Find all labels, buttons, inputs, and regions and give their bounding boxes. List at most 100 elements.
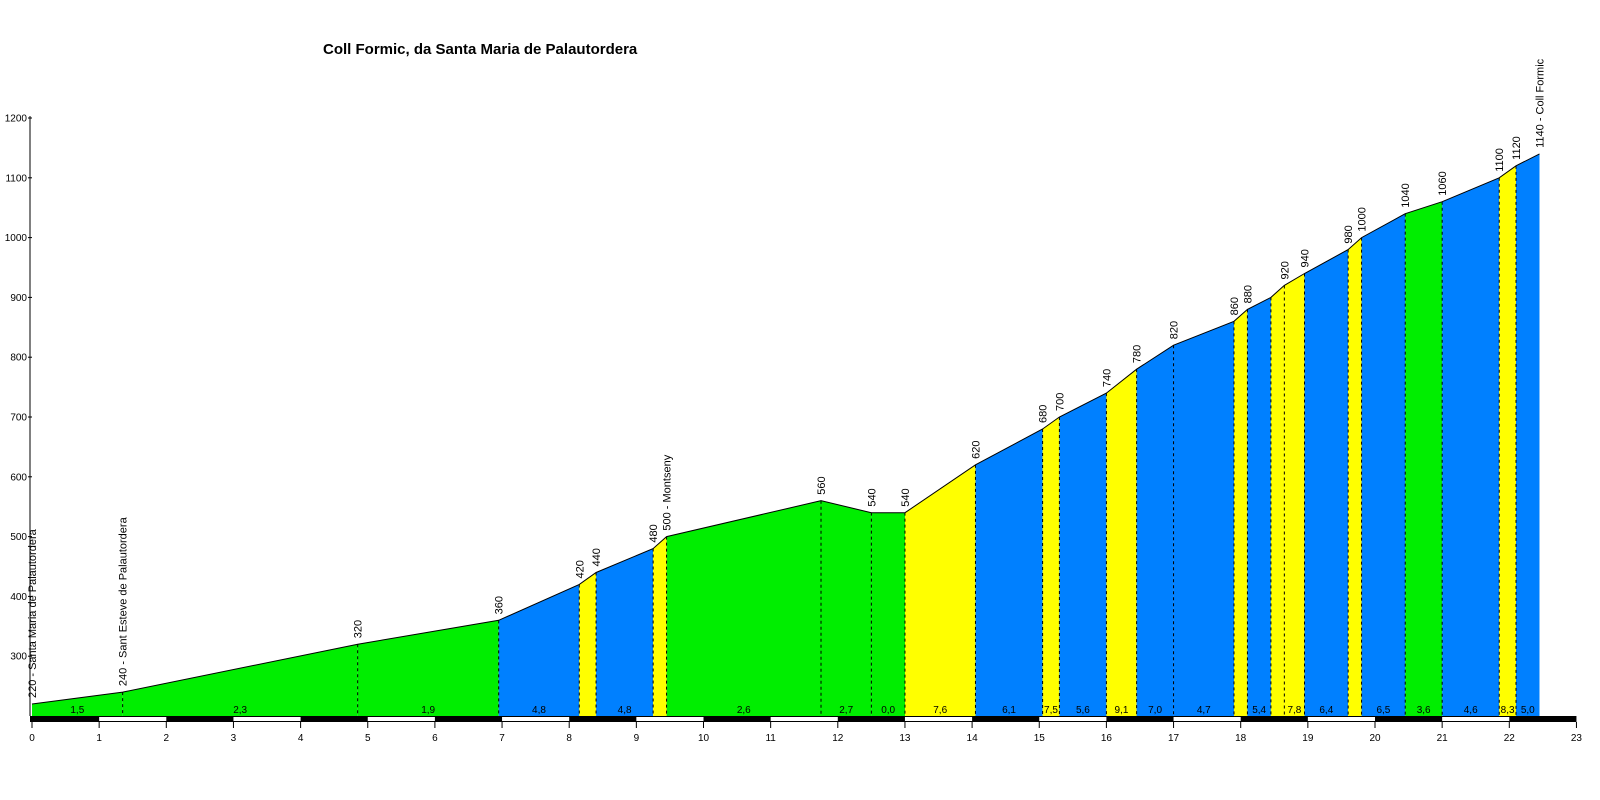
- segment-fill-yellow: [1042, 417, 1060, 716]
- scale-bar-white: [233, 717, 301, 721]
- altitude-label: 440: [591, 548, 603, 566]
- x-tick-label: 10: [698, 733, 710, 744]
- segment-fill-green: [32, 692, 123, 716]
- altitude-label: 560: [816, 476, 828, 494]
- segment-fill-yellow: [905, 464, 976, 716]
- altitude-label: 880: [1242, 285, 1254, 303]
- altitude-label: 860: [1229, 297, 1241, 315]
- altitude-label: 1060: [1437, 171, 1449, 195]
- y-tick-label: 500: [10, 532, 27, 543]
- altitude-label: 620: [970, 440, 982, 458]
- altitude-label: 1000: [1357, 207, 1369, 231]
- segment-fill-green: [666, 500, 821, 716]
- x-tick-label: 6: [432, 733, 438, 744]
- scale-bar-white: [636, 717, 704, 721]
- gradient-label: 4,7: [1197, 705, 1211, 716]
- segment-fills: [32, 153, 1540, 717]
- segment-fill-blue: [1516, 153, 1540, 716]
- altitude-label: 940: [1299, 249, 1311, 267]
- segment-fill-green: [357, 620, 499, 716]
- altitude-label: 700: [1054, 393, 1066, 411]
- x-tick-label: 11: [765, 733, 776, 744]
- segment-fill-blue: [498, 584, 580, 716]
- gradient-label: 7,8: [1287, 705, 1301, 716]
- altitude-label: 780: [1132, 345, 1144, 363]
- altitude-label: 680: [1038, 405, 1050, 423]
- segment-dividers: [122, 165, 1517, 716]
- segment-fill-yellow: [653, 536, 667, 716]
- altitude-label: 1100: [1494, 148, 1506, 172]
- altitude-label: 1120: [1511, 136, 1523, 160]
- scale-bar-white: [99, 717, 167, 721]
- gradient-label: 4,6: [1464, 705, 1478, 716]
- altitude-label: 360: [494, 596, 506, 614]
- scale-bar-white: [502, 717, 570, 721]
- scale-bar-white: [1442, 717, 1510, 721]
- x-tick-label: 12: [832, 733, 844, 744]
- x-tick-label: 19: [1302, 733, 1314, 744]
- segment-fill-green: [122, 644, 358, 716]
- y-tick-label: 800: [10, 353, 27, 364]
- x-tick-label: 9: [634, 733, 640, 744]
- gradient-label: 5,4: [1252, 705, 1266, 716]
- scale-bar-white: [1173, 717, 1241, 721]
- gradient-label: 4,8: [532, 705, 546, 716]
- y-tick-label: 1200: [5, 114, 28, 125]
- altitude-label: 820: [1169, 321, 1181, 339]
- segment-fill-yellow: [1348, 237, 1362, 716]
- altitude-label: 500 - Montseny: [662, 454, 674, 530]
- x-tick-label: 5: [365, 733, 371, 744]
- y-tick-label: 300: [10, 652, 27, 663]
- gradient-label: 4,8: [618, 705, 632, 716]
- gradient-label: 3,6: [1417, 705, 1431, 716]
- gradient-label: 7,0: [1148, 705, 1162, 716]
- x-tick-label: 13: [899, 733, 911, 744]
- gradient-label: 6,1: [1002, 705, 1016, 716]
- x-tick-label: 22: [1504, 733, 1516, 744]
- gradient-label: 2,7: [839, 705, 853, 716]
- x-tick-label: 8: [566, 733, 572, 744]
- x-tick-label: 2: [164, 733, 170, 744]
- gradient-label: 5,0: [1521, 705, 1535, 716]
- y-tick-label: 900: [10, 293, 27, 304]
- y-tick-label: 400: [10, 592, 27, 603]
- distance-scale-bar: [30, 716, 1577, 722]
- segment-fill-blue: [596, 548, 654, 716]
- gradient-label: 6,5: [1376, 705, 1390, 716]
- segment-fill-blue: [1173, 321, 1234, 716]
- altitude-label: 320: [353, 620, 365, 638]
- x-tick-label: 23: [1571, 733, 1583, 744]
- scale-bar-white: [770, 717, 838, 721]
- gradient-label: 7,5: [1044, 705, 1058, 716]
- x-tick-label: 1: [96, 733, 102, 744]
- segment-fill-blue: [1247, 297, 1271, 716]
- x-tick-label: 0: [29, 733, 35, 744]
- segment-fill-blue: [1059, 393, 1107, 716]
- gradient-label: 1,5: [70, 705, 84, 716]
- altitude-label: 920: [1279, 261, 1291, 279]
- gradient-label: 7,6: [933, 705, 947, 716]
- y-tick-label: 1100: [5, 173, 27, 184]
- y-tick-label: 700: [10, 413, 27, 424]
- segment-fill-blue: [1136, 345, 1174, 716]
- gradient-label: 8,3: [1501, 705, 1515, 716]
- scale-bar-white: [1307, 717, 1375, 721]
- x-tick-label: 18: [1235, 733, 1247, 744]
- gradient-label: 6,4: [1319, 705, 1333, 716]
- altitude-label: 980: [1343, 225, 1355, 243]
- segment-fill-green: [821, 500, 872, 716]
- segment-fill-blue: [1442, 177, 1500, 717]
- altitude-labels: 220 - Santa Maria de Palautordera 240 - S…: [27, 58, 1547, 698]
- altitude-label: 540: [900, 488, 912, 506]
- gradient-label: 2,3: [233, 705, 247, 716]
- x-tick-label: 7: [499, 733, 505, 744]
- y-tick-label: 1000: [5, 233, 28, 244]
- gradient-label: 1,9: [421, 705, 435, 716]
- segment-fill-blue: [1304, 249, 1349, 716]
- segment-fill-blue: [1361, 213, 1406, 716]
- x-tick-label: 14: [967, 733, 979, 744]
- gradient-labels: 1,5 2,3 1,9 4,8 4,8 2,6 2,7 0,0 7,6 6,1 7,5 5,6 9,1 7…: [70, 705, 1535, 716]
- altitude-label: 220 - Santa Maria de Palautordera: [27, 528, 39, 698]
